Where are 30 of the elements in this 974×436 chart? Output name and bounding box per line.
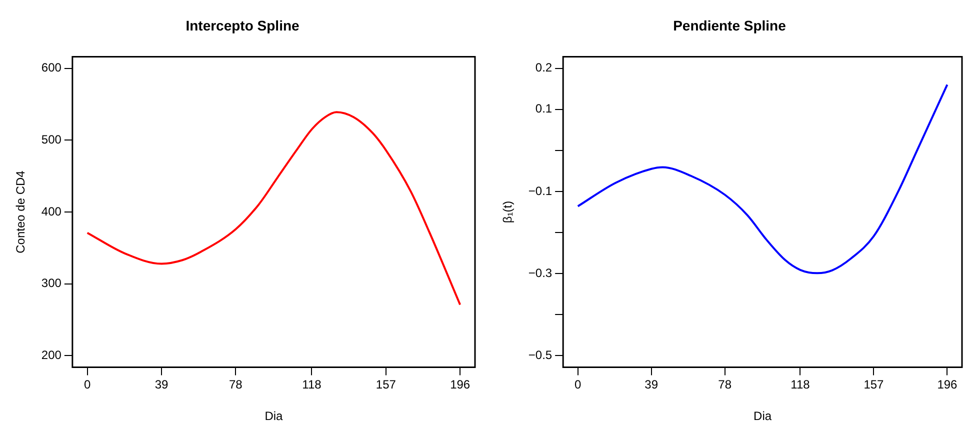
line-series	[86, 111, 462, 306]
x-tick-label: 118	[302, 378, 322, 392]
x-tick-label: 0	[574, 378, 582, 392]
x-tick-label: 39	[154, 378, 168, 392]
x-tick-label: 196	[937, 378, 958, 392]
line-series	[576, 84, 948, 274]
x-tick-label: 157	[864, 378, 884, 392]
y-tick-label: 200	[41, 348, 62, 362]
y-axis-title: β₁(t)	[500, 200, 515, 224]
y-tick-label: 400	[41, 204, 62, 218]
x-tick-label: 157	[376, 378, 396, 392]
x-tick-label: 78	[228, 378, 243, 392]
y-tick-label: 300	[41, 276, 62, 290]
y-tick-label: 0.1	[535, 102, 552, 116]
x-tick-label: 0	[84, 378, 91, 392]
y-tick-label: 500	[41, 132, 62, 146]
x-axis-title: Dia	[264, 409, 284, 424]
y-tick-label: −0.5	[528, 348, 552, 362]
x-axis-title: Dia	[754, 409, 772, 424]
x-tick-label: 39	[644, 378, 658, 392]
y-tick-label: −0.1	[528, 184, 552, 198]
x-tick-label: 118	[790, 378, 810, 392]
y-tick-label: −0.3	[528, 266, 552, 280]
x-tick-label: 78	[718, 378, 732, 392]
x-tick-label: 196	[450, 378, 470, 392]
chart-title: Intercepto Spline	[186, 17, 300, 34]
y-tick-label: 600	[41, 60, 62, 75]
chart-title: Pendiente Spline	[673, 17, 786, 34]
y-axis-title: Conteo de CD4	[14, 170, 28, 254]
y-tick-label: 0.2	[535, 60, 552, 75]
